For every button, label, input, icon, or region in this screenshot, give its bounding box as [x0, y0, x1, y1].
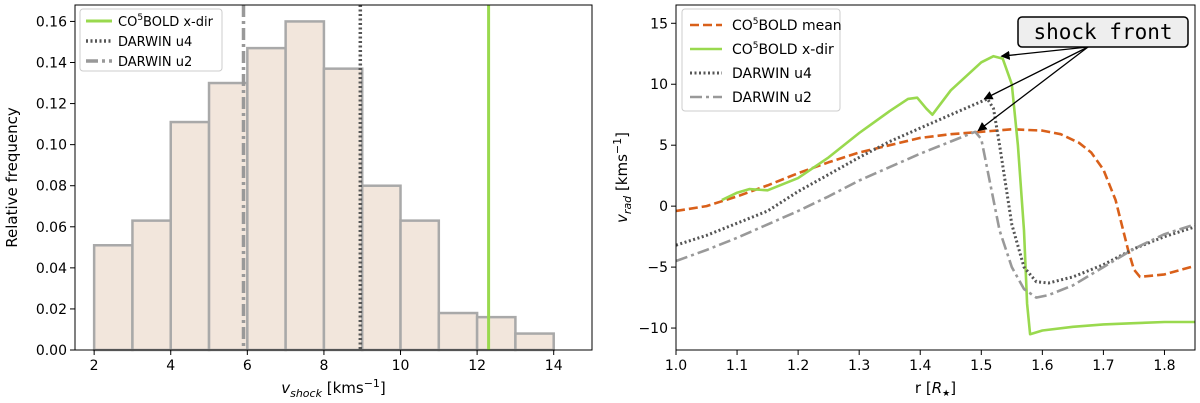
shock-front-arrows — [977, 46, 1089, 132]
y-tick-label: 0.14 — [36, 56, 67, 72]
x-tick-label: 2 — [90, 358, 99, 374]
velocity-y-axis-label: vrad [kms−1] — [611, 132, 634, 223]
histogram-xlabel-unit: [kms — [322, 379, 364, 397]
annotation-arrow — [1000, 46, 1089, 60]
y-tick-label: 0.06 — [36, 220, 67, 236]
histogram-bar — [284, 20, 326, 352]
velocity-profile-panel: 1.0 1.1 1.2 1.3 1.4 1.5 1.6 1.7 1.8 −10−5051015 … — [611, 4, 1196, 399]
histogram-bar — [514, 332, 555, 352]
histogram-bar — [475, 315, 517, 352]
shock-front-annotation: shock front — [977, 16, 1189, 132]
histogram-bars — [92, 20, 555, 352]
annotation-arrow — [977, 46, 1089, 132]
velocity-x-axis-label: r [R★] — [915, 379, 956, 399]
histogram-xlabel-exp: −1 — [364, 377, 380, 390]
histogram-bar — [169, 120, 211, 352]
velocity-xlabel-sym: R — [932, 379, 942, 397]
velocity-ylabel-main: v — [613, 213, 631, 223]
histogram-bar — [322, 67, 364, 352]
histogram-xlabel-close: ] — [380, 379, 386, 397]
x-tick-label: 1.3 — [848, 358, 870, 374]
legend-label: CO5BOLD x-dir — [732, 41, 834, 58]
y-tick-label: 0 — [659, 199, 668, 215]
histogram-bar — [131, 219, 172, 352]
histogram-xlabel-main: v — [281, 379, 291, 397]
velocity-ylabel-exp: −1 — [611, 138, 624, 154]
x-tick-label: 14 — [545, 358, 563, 374]
legend-label: DARWIN u2 — [118, 55, 192, 70]
velocity-legend: CO5BOLD mean CO5BOLD x-dir DARWIN u4 DARWIN… — [681, 8, 842, 112]
legend-label: CO5BOLD mean — [732, 17, 842, 34]
x-tick-label: 1.4 — [909, 358, 931, 374]
y-tick-label: 0.12 — [36, 97, 67, 113]
y-tick-label: 15 — [650, 16, 668, 32]
x-tick-label: 10 — [392, 358, 410, 374]
velocity-ylabel-sub: rad — [621, 195, 634, 214]
histogram-xlabel-sub: shock — [290, 387, 322, 400]
histogram-x-ticks: 2 4 6 8 10 12 14 — [90, 350, 563, 374]
velocity-xlabel-close: ] — [950, 379, 956, 397]
legend-label: DARWIN u4 — [732, 66, 812, 82]
x-tick-label: 1.1 — [726, 358, 748, 374]
histogram-bar — [207, 81, 249, 352]
y-tick-label: 0.00 — [36, 343, 67, 359]
legend-box — [681, 8, 841, 112]
y-tick-label: 0.02 — [36, 302, 67, 318]
histogram-x-axis-label: vshock [kms−1] — [281, 377, 386, 400]
y-tick-label: −5 — [647, 260, 668, 276]
velocity-x-ticks: 1.0 1.1 1.2 1.3 1.4 1.5 1.6 1.7 1.8 — [665, 350, 1176, 374]
y-tick-label: 0.04 — [36, 261, 67, 277]
histogram-bar — [246, 46, 287, 352]
annotation-arrow — [983, 46, 1089, 100]
y-tick-label: 0.10 — [36, 138, 67, 154]
series-darwin-u2 — [676, 130, 1195, 299]
histogram-axes-frame — [74, 4, 593, 351]
x-tick-label: 1.2 — [787, 358, 809, 374]
velocity-xlabel-sub: ★ — [942, 389, 950, 399]
histogram-bar — [92, 244, 134, 352]
velocity-ylabel-close: ] — [613, 132, 631, 138]
legend-box — [79, 8, 223, 72]
histogram-bar — [437, 311, 479, 352]
x-tick-label: 12 — [468, 358, 486, 374]
x-tick-label: 1.0 — [665, 358, 687, 374]
velocity-series-lines — [676, 54, 1195, 336]
histogram-panel: 2 4 6 8 10 12 14 0.000.020.040.060.080.100.120… — [3, 4, 593, 400]
legend-label: CO5BOLD x-dir — [118, 13, 214, 30]
x-tick-label: 4 — [166, 358, 175, 374]
velocity-axes-frame — [675, 4, 1196, 351]
histogram-vlines — [241, 5, 491, 350]
legend-label: DARWIN u4 — [118, 35, 192, 50]
series-co5bold-x-dir — [721, 54, 1195, 336]
x-tick-label: 1.8 — [1153, 358, 1175, 374]
series-darwin-u4 — [676, 97, 1195, 285]
legend-label: DARWIN u2 — [732, 90, 812, 106]
y-tick-label: 10 — [650, 77, 668, 93]
x-tick-label: 1.5 — [970, 358, 992, 374]
shock-front-label: shock front — [1033, 20, 1172, 44]
x-tick-label: 1.6 — [1031, 358, 1053, 374]
y-tick-label: 5 — [659, 138, 668, 154]
shock-front-box — [1017, 16, 1189, 48]
y-tick-label: −10 — [638, 321, 668, 337]
y-tick-label: 0.08 — [36, 179, 67, 195]
x-tick-label: 8 — [319, 358, 328, 374]
histogram-legend: CO5BOLD x-dir DARWIN u4 DARWIN u2 — [79, 8, 223, 72]
histogram-bar — [399, 219, 441, 352]
y-tick-label: 0.16 — [36, 14, 67, 30]
velocity-ylabel-unit: [kms — [613, 154, 631, 196]
velocity-xlabel-main: r [ — [915, 379, 932, 397]
velocity-y-ticks: −10 −5 0 5 10 15 — [638, 16, 676, 337]
histogram-y-ticks: 0.00 0.02 0.04 0.06 0.08 0.10 0.12 0.14 0.16 — [36, 14, 75, 359]
histogram-y-axis-label: Relative frequency — [3, 107, 21, 248]
x-tick-label: 1.7 — [1092, 358, 1114, 374]
histogram-bar — [360, 184, 402, 352]
series-co5bold-mean — [676, 128, 1195, 279]
x-tick-label: 6 — [243, 358, 252, 374]
